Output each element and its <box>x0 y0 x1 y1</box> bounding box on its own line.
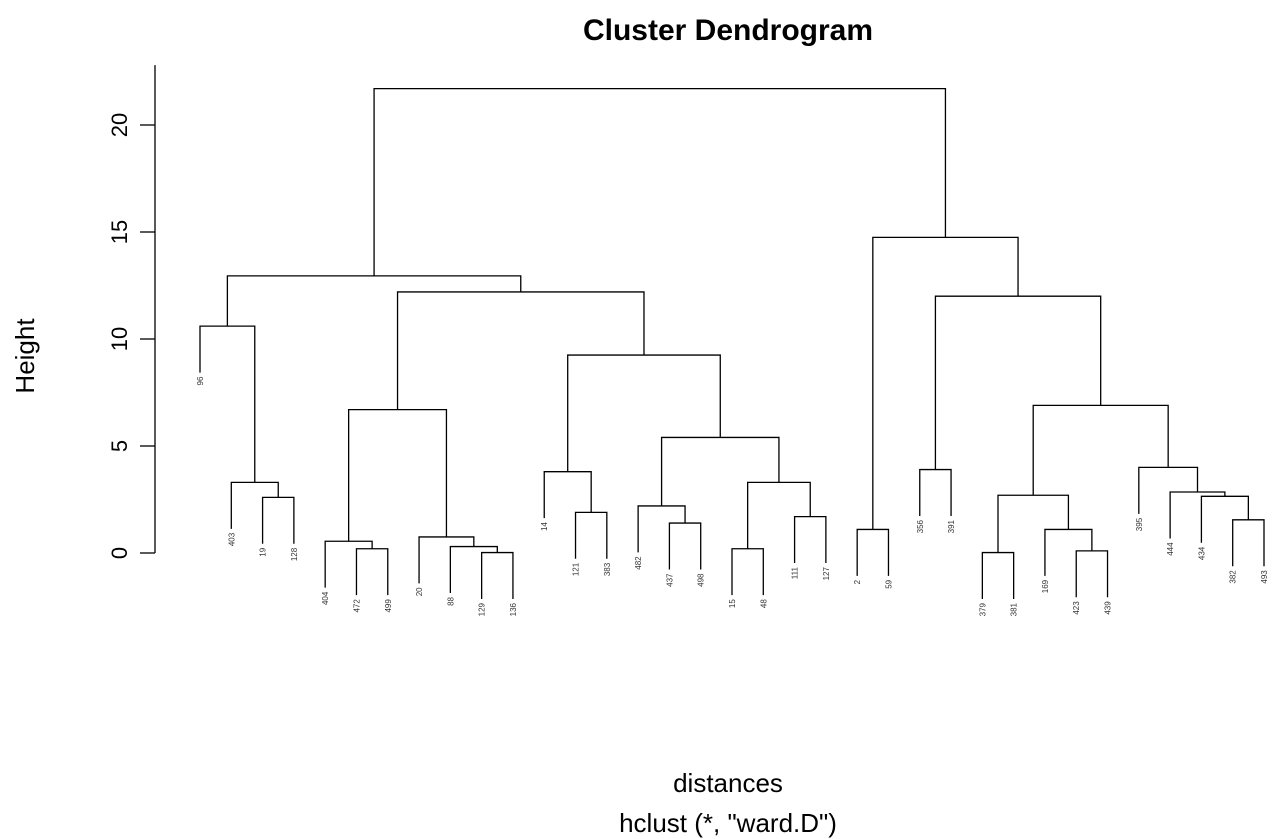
leaf-label: 434 <box>1197 546 1206 560</box>
y-tick-label: 15 <box>107 220 132 244</box>
merge <box>1032 404 1169 496</box>
merge <box>418 536 475 584</box>
merge <box>449 545 498 594</box>
y-axis-label: Height <box>10 318 40 394</box>
merge <box>731 548 764 596</box>
merge <box>934 295 1102 470</box>
leaf-label: 423 <box>1072 601 1081 615</box>
chart-title: Cluster Dendrogram <box>583 14 873 47</box>
leaf-label: 19 <box>259 547 268 556</box>
leaf-label: 356 <box>916 519 925 533</box>
leaf-label: 88 <box>446 596 455 605</box>
x-axis-label: distances <box>673 768 783 798</box>
y-tick-label: 20 <box>107 113 132 137</box>
leaf-label: 482 <box>634 556 643 570</box>
merge <box>347 408 448 542</box>
merge <box>746 481 811 549</box>
leaf-label: 96 <box>196 376 205 385</box>
leaf-label: 2 <box>853 579 862 584</box>
merge <box>856 528 890 576</box>
leaf-label: 111 <box>791 567 800 580</box>
merge <box>199 325 256 483</box>
merge <box>261 496 295 544</box>
merge <box>543 471 592 519</box>
leaf-label: 444 <box>1166 542 1175 556</box>
leaf-label: 121 <box>572 562 581 576</box>
leaf-label: 14 <box>540 522 549 531</box>
merge <box>396 291 645 410</box>
leaf-label: 403 <box>227 532 236 546</box>
merge <box>1075 550 1109 598</box>
leaf-label: 381 <box>1010 602 1019 616</box>
leaf-label: 383 <box>603 562 612 576</box>
merge <box>230 481 279 529</box>
leaf-label: 169 <box>1041 579 1050 593</box>
leaf-label: 382 <box>1229 570 1238 584</box>
merge <box>480 551 514 600</box>
merge <box>872 236 1019 530</box>
leaf-label: 395 <box>1135 517 1144 531</box>
merge <box>660 436 780 506</box>
merge <box>1138 466 1199 514</box>
leaf-label: 128 <box>290 547 299 561</box>
merge <box>981 551 1015 600</box>
leaf-label: 404 <box>321 591 330 605</box>
y-tick-label: 5 <box>107 440 132 452</box>
leaf-label: 15 <box>728 599 737 608</box>
leaf-label: 59 <box>884 579 893 588</box>
merge <box>1232 519 1265 567</box>
subtitle: hclust (*, "ward.D") <box>619 808 837 838</box>
merge <box>637 505 686 553</box>
leaf-label: 498 <box>697 573 706 587</box>
merge <box>919 468 952 516</box>
y-tick-label: 10 <box>107 327 132 351</box>
merge <box>567 354 721 472</box>
y-tick-label: 0 <box>107 547 132 559</box>
merge <box>1169 491 1226 539</box>
merge <box>373 87 947 276</box>
merge <box>1044 528 1093 576</box>
merge <box>355 548 389 596</box>
leaf-label: 136 <box>509 602 518 616</box>
leaf-label: 439 <box>1104 601 1113 615</box>
leaf-label: 391 <box>947 519 956 533</box>
leaf-label: 48 <box>759 599 768 608</box>
leaf-label: 499 <box>384 599 393 613</box>
leaf-label: 493 <box>1260 570 1269 584</box>
merge <box>793 515 827 564</box>
leaf-label: 20 <box>415 587 424 596</box>
merge <box>997 494 1070 553</box>
merge <box>226 275 522 327</box>
leaf-label: 437 <box>665 573 674 587</box>
merge <box>668 522 702 570</box>
leaf-label: 379 <box>978 602 987 616</box>
leaf-label: 127 <box>822 567 831 581</box>
leaf-label: 129 <box>478 602 487 616</box>
leaf-label: 472 <box>352 599 361 613</box>
merge <box>574 511 608 559</box>
